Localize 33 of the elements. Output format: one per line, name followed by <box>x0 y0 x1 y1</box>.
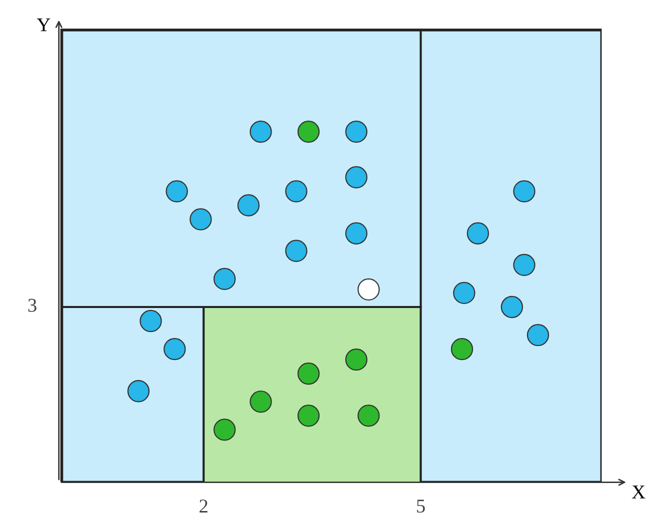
point <box>345 222 368 244</box>
point <box>297 404 320 427</box>
point <box>285 240 308 262</box>
point <box>250 390 272 413</box>
point <box>297 120 320 143</box>
point <box>526 324 550 346</box>
point <box>513 254 536 276</box>
point <box>358 404 380 427</box>
point <box>358 278 380 301</box>
x-tick-label: 5 <box>417 500 425 513</box>
point <box>127 380 150 402</box>
text: 3 <box>28 298 36 312</box>
point <box>345 348 368 371</box>
point <box>164 338 186 360</box>
point <box>250 120 272 143</box>
point <box>166 180 188 202</box>
point <box>450 338 474 360</box>
point <box>214 418 236 441</box>
point <box>345 120 368 143</box>
point <box>513 180 536 202</box>
x-tick-label: 2 <box>200 500 208 512</box>
x-axis-title: X <box>632 486 646 498</box>
point <box>190 208 212 230</box>
text: Y <box>36 18 50 32</box>
point <box>285 180 308 202</box>
point <box>500 296 524 318</box>
point <box>466 222 490 244</box>
point <box>140 310 162 332</box>
point <box>453 282 476 304</box>
point <box>214 268 236 290</box>
point <box>297 362 320 385</box>
point <box>237 194 260 216</box>
point <box>345 166 368 188</box>
